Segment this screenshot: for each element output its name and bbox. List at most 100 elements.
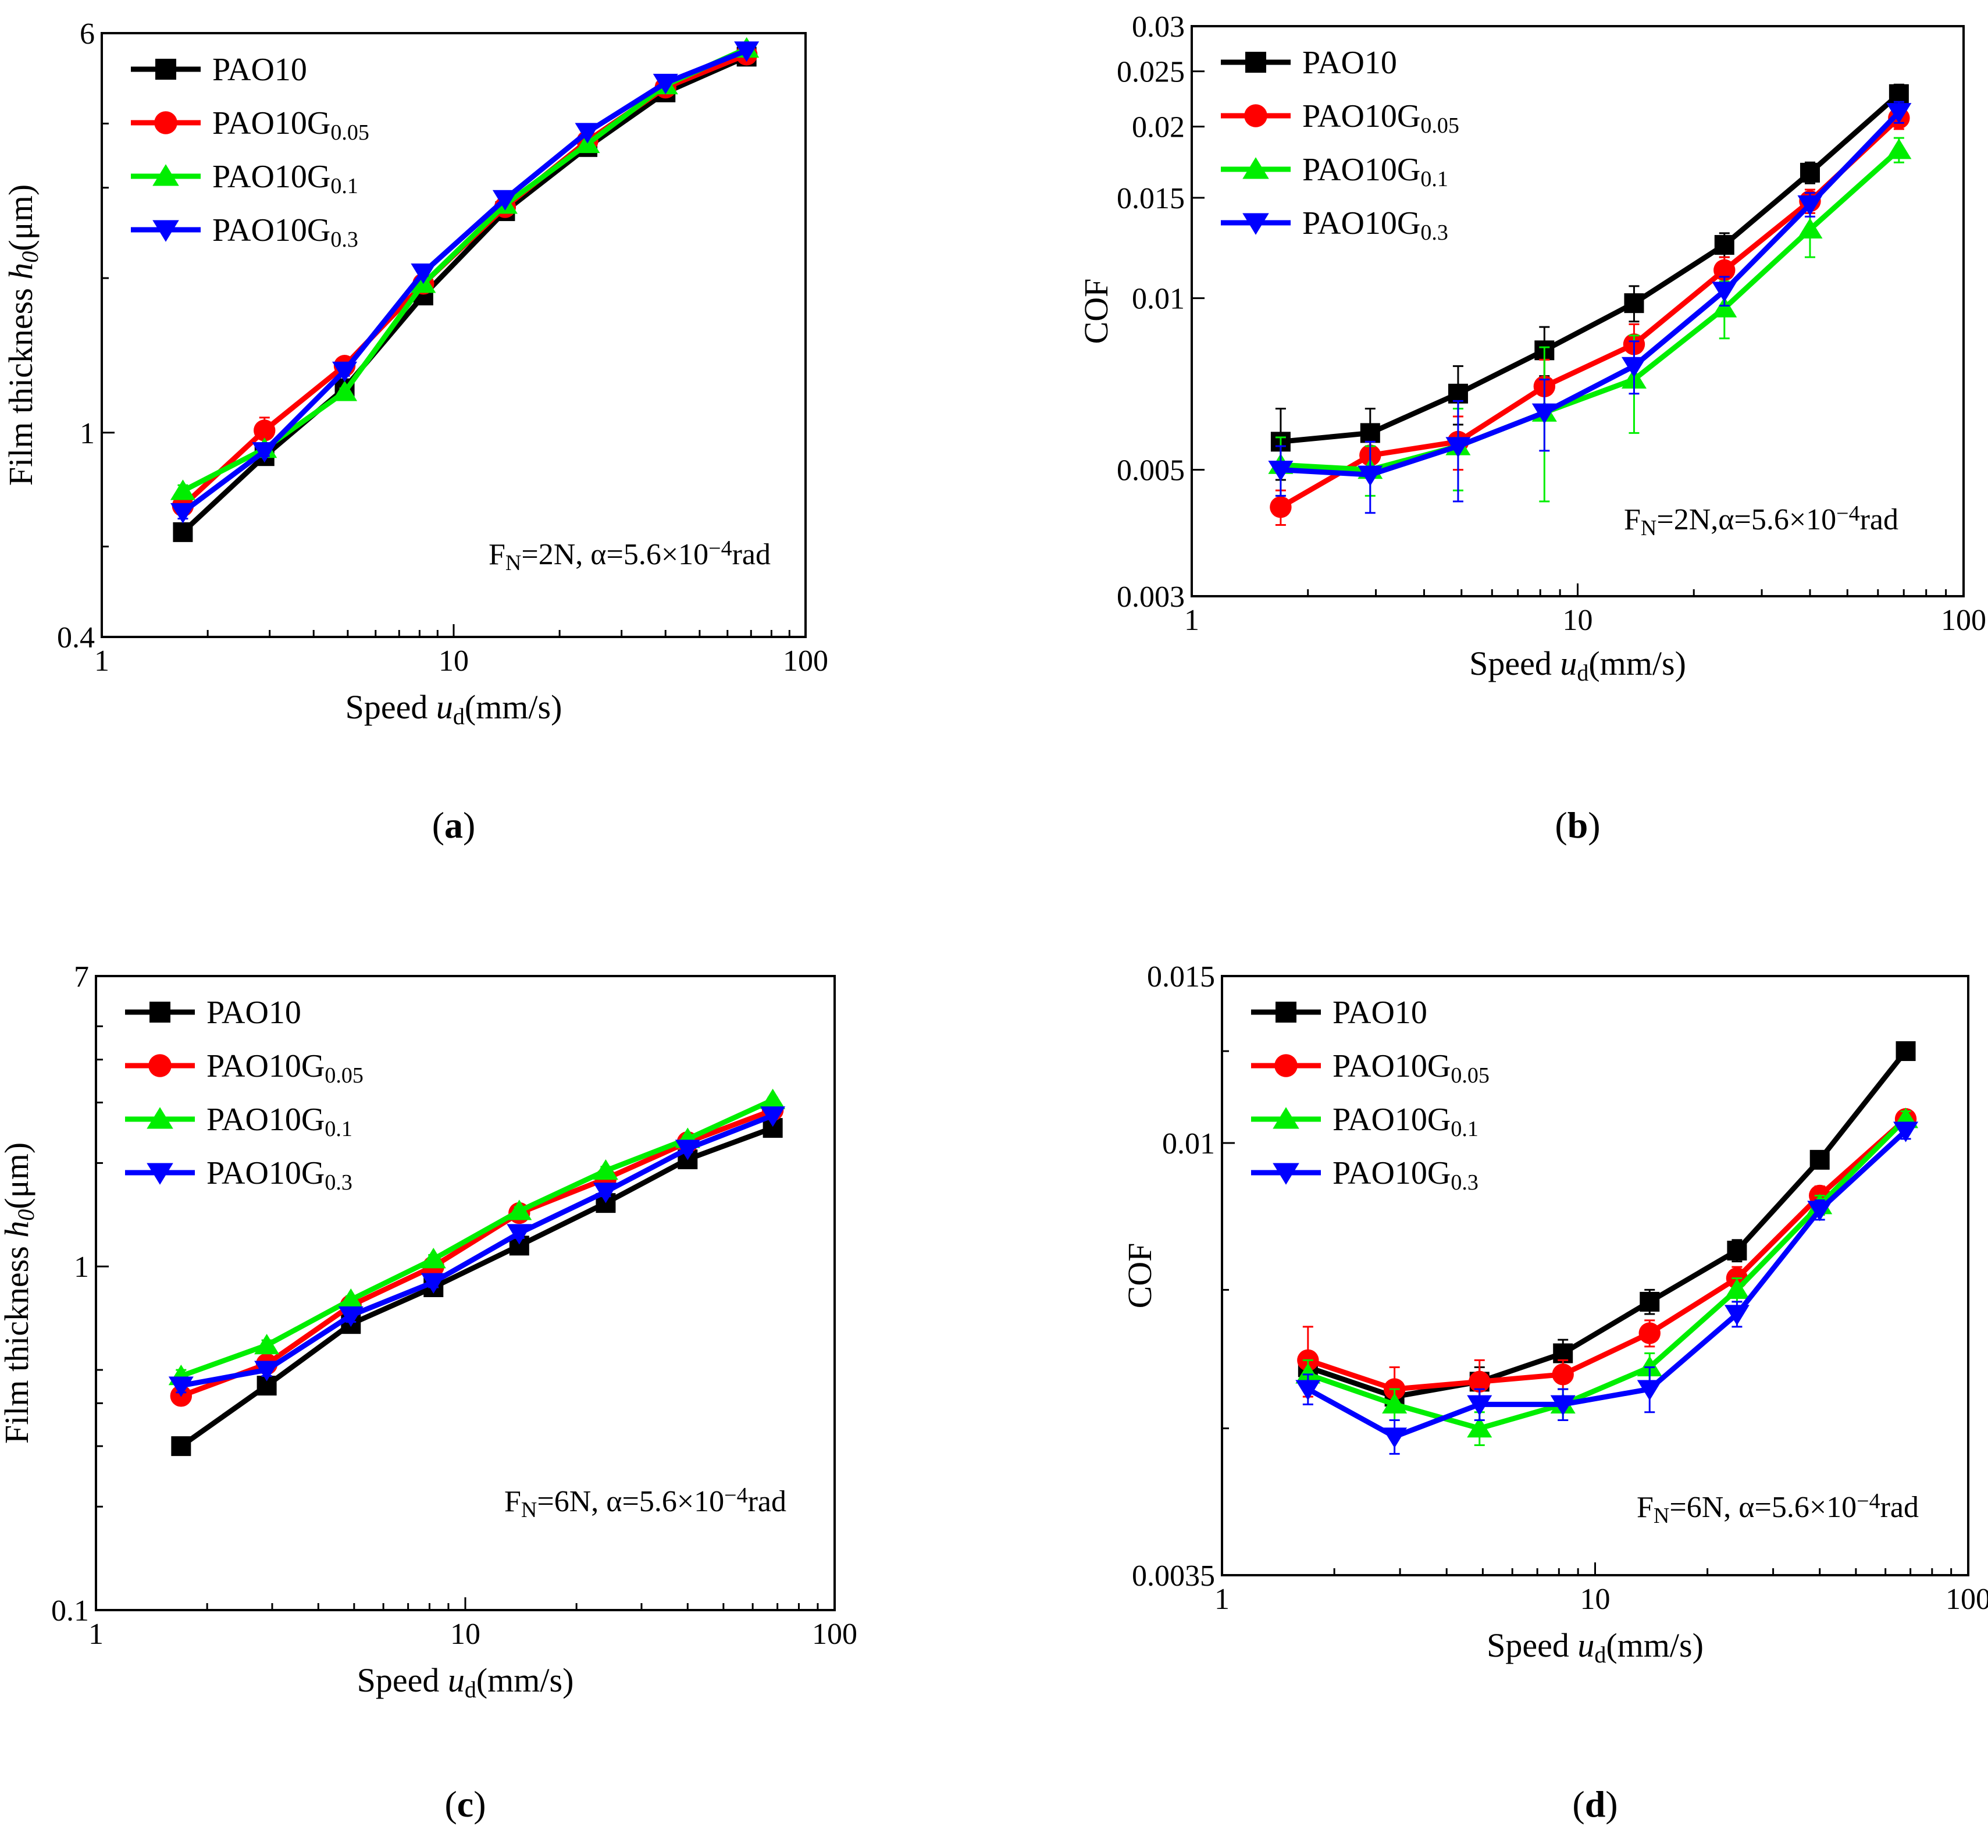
y-axis-label: Film thickness h0(μm): [2, 184, 43, 486]
annot-sub: N: [505, 551, 521, 575]
panel-label-open: (: [1572, 1783, 1584, 1825]
x-label-prefix: Speed: [1487, 1626, 1577, 1664]
panel-b: 1 10 100 0.003 0.005 0.01 0.015 0.02 0.025 0.03 Sp…: [994, 0, 1988, 924]
legend-label: PAO10G0.05: [1302, 98, 1459, 138]
annot-mid: =2N,α=5.6×10: [1656, 503, 1836, 536]
panel-label-letter: d: [1585, 1783, 1606, 1825]
legend-label: PAO10G0.05: [1333, 1048, 1490, 1088]
x-axis-label: Speed ud(mm/s): [345, 688, 562, 729]
x-label-var: u: [436, 688, 453, 726]
legend-item: PAO10G0.1: [1221, 152, 1448, 191]
circle-marker-icon: [148, 1054, 172, 1077]
legend-label-base: PAO10: [1302, 45, 1397, 81]
data-point-triangle-up: [1797, 218, 1823, 239]
triangle-down-marker-icon: [152, 220, 179, 242]
data-point-triangle-down: [1637, 1380, 1662, 1401]
x-axis: 1 10 100: [94, 624, 828, 678]
x-label-var: u: [1577, 1626, 1594, 1664]
annot-mid: =2N, α=5.6×10: [521, 538, 708, 571]
data-point-square: [1714, 235, 1734, 255]
y-label-prefix: COF: [1077, 279, 1115, 344]
x-label-suffix: (mm/s): [1588, 645, 1686, 682]
y-tick-label: 0.01: [1132, 283, 1185, 316]
x-tick-label: 1: [88, 1618, 104, 1651]
x-label-var: u: [448, 1661, 465, 1699]
y-label-prefix: COF: [1121, 1243, 1159, 1309]
data-point-triangle-down: [338, 1306, 364, 1327]
legend-label-base: PAO10G: [206, 1102, 325, 1138]
legend-label: PAO10G0.3: [212, 212, 358, 252]
triangle-down-marker-icon: [147, 1163, 173, 1185]
series-line: [1280, 110, 1901, 478]
legend-label: PAO10: [1333, 995, 1427, 1031]
data-point-triangle-down: [252, 442, 277, 463]
data-point-square: [1809, 1149, 1830, 1170]
legend-label: PAO10G0.05: [206, 1048, 364, 1088]
legend-label-sub: 0.05: [325, 1063, 364, 1088]
x-label-prefix: Speed: [1469, 645, 1560, 682]
y-tick-label: 0.015: [1147, 960, 1215, 994]
y-tick-label: 1: [74, 1251, 89, 1284]
data-point-triangle-down: [1724, 1305, 1750, 1326]
y-tick-label: 0.025: [1117, 56, 1185, 89]
data-point-triangle-down: [507, 1224, 532, 1245]
legend-item: PAO10G0.3: [1251, 1155, 1478, 1195]
data-point-circle: [1638, 1322, 1661, 1344]
data-point-triangle-up: [507, 1199, 532, 1220]
panel-label-close: ): [473, 1783, 486, 1825]
legend-label: PAO10G0.1: [1333, 1102, 1478, 1141]
data-point-triangle-down: [1445, 437, 1471, 458]
x-label-suffix: (mm/s): [465, 688, 562, 726]
series-line: [1280, 148, 1901, 473]
series-line: [180, 1098, 774, 1379]
y-tick-label: 0.02: [1132, 111, 1185, 144]
series-line: [1279, 116, 1901, 510]
data-point-circle: [1552, 1363, 1574, 1386]
legend-label-base: PAO10G: [1333, 1155, 1451, 1191]
annot-sub: N: [1641, 516, 1656, 540]
x-axis-label: Speed ud(mm/s): [1469, 645, 1686, 686]
data-point-triangle-up: [338, 1288, 364, 1309]
y-axis: 0.0035 0.01 0.015: [1132, 960, 1235, 1593]
legend-label-sub: 0.3: [1451, 1170, 1478, 1195]
legend-label-base: PAO10G: [206, 1048, 325, 1084]
data-point-square: [1640, 1291, 1660, 1312]
x-tick-label: 10: [1563, 604, 1593, 637]
legend-label: PAO10: [206, 995, 301, 1031]
data-point-triangle-down: [593, 1183, 618, 1203]
triangle-up-marker-icon: [1273, 1107, 1299, 1129]
legend-item: PAO10G0.3: [125, 1155, 352, 1195]
x-label-suffix: (mm/s): [1606, 1626, 1704, 1664]
y-axis-label: COF: [1121, 1243, 1159, 1309]
data-point-triangle-up: [421, 1248, 446, 1269]
x-label-sub: d: [1577, 660, 1588, 686]
y-tick-label: 0.015: [1117, 182, 1185, 215]
triangle-down-marker-icon: [1242, 213, 1269, 235]
data-point-triangle-down: [1467, 1395, 1492, 1416]
y-axis: 0.1 1 7: [51, 960, 109, 1628]
data-point-square: [173, 522, 193, 542]
legend-label-sub: 0.05: [1451, 1063, 1490, 1088]
legend-label-sub: 0.1: [1420, 167, 1448, 191]
series-line: [180, 1108, 774, 1399]
x-tick-label: 10: [450, 1618, 480, 1651]
legend: PAO10 PAO10G0.05 PAO10G0.1 PAO10G0.3: [125, 995, 364, 1195]
legend-label-sub: 0.05: [330, 120, 369, 145]
series-line: [1306, 1128, 1908, 1440]
legend-item: PAO10G0.1: [125, 1102, 352, 1141]
data-point-triangle-up: [1886, 138, 1912, 159]
x-axis: 1 10 100: [1184, 583, 1986, 637]
legend-label: PAO10: [212, 52, 307, 88]
y-axis: 0.003 0.005 0.01 0.015 0.02 0.025 0.03: [1117, 10, 1205, 614]
data-point-triangle-down: [1621, 357, 1647, 378]
x-label-sub: d: [1594, 1642, 1606, 1668]
data-point-triangle-down: [575, 123, 600, 144]
series-line: [179, 1125, 774, 1448]
condition-annotation: FN=6N, α=5.6×10−4rad: [1637, 1489, 1919, 1528]
data-point-triangle-up: [1712, 297, 1737, 318]
series-PAO10G0.3: [168, 1106, 786, 1397]
y-axis-label: Film thickness h0(μm): [0, 1142, 39, 1444]
data-point-square: [1889, 84, 1909, 104]
data-point-triangle-down: [168, 1376, 194, 1397]
annot-sup: −4: [724, 1483, 747, 1508]
